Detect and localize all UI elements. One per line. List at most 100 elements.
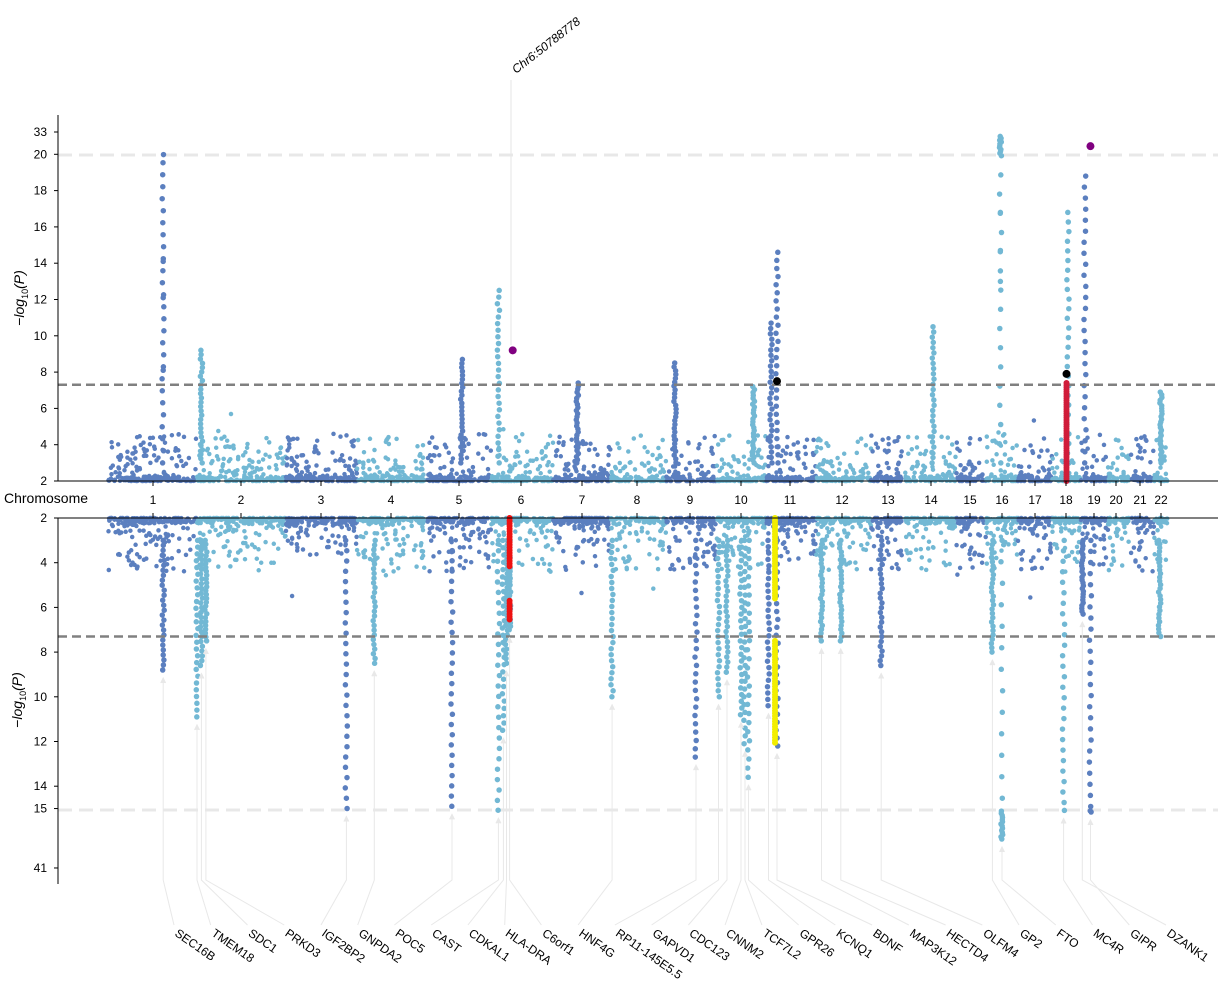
top-y-tick-label: 10 xyxy=(34,329,48,343)
bottom-peak-chr10-cdc123 xyxy=(723,537,731,675)
bottom-peak-chr16-fto xyxy=(998,537,1006,842)
gene-arrowhead xyxy=(160,676,167,684)
top-annotation: Chr6:50788778 xyxy=(509,14,583,345)
gene-arrowhead xyxy=(1060,817,1067,824)
chromosome-label-14: 14 xyxy=(924,493,938,507)
gene-label-gp2: GP2 xyxy=(1017,926,1045,951)
chromosome-label-19: 19 xyxy=(1087,493,1101,507)
top-peak-chr22 xyxy=(1157,389,1165,466)
top-y-tick-label: 14 xyxy=(34,256,48,270)
bottom-y-tick-label: 6 xyxy=(40,600,47,614)
annotation-label: Chr6:50788778 xyxy=(509,14,583,76)
gene-leader-poc5 xyxy=(394,814,453,926)
bottom-peak-chr22 xyxy=(1155,537,1164,640)
gene-leader-mc4r xyxy=(1063,818,1093,926)
top-y-tick-label: 20 xyxy=(34,147,48,161)
chromosome-label-17: 17 xyxy=(1028,493,1042,507)
top-highlight-point-2 xyxy=(1062,369,1071,378)
chromosome-labels: 1 2 3 4 5 6 7 8 9 10 11 12 13 14 15 16 17 18 19 20 21 22 xyxy=(150,481,1168,518)
bottom-points-chr8 xyxy=(608,515,669,591)
gene-arrowhead xyxy=(1087,818,1094,826)
gene-leader-tmem18 xyxy=(196,724,212,926)
chromosome-label-21: 21 xyxy=(1133,493,1147,507)
gene-label-sec16b: SEC16B xyxy=(172,926,218,964)
gene-leader-igf2bp2 xyxy=(320,816,347,926)
axes xyxy=(57,115,1218,884)
chromosome-label-6: 6 xyxy=(518,493,525,507)
gene-arrowhead xyxy=(774,752,780,760)
bottom-y-tick-label: 2 xyxy=(40,511,47,525)
chromosome-label-16: 16 xyxy=(995,493,1009,507)
top-points-chr16 xyxy=(984,430,1021,484)
gene-arrowhead xyxy=(495,817,502,824)
bottom-points-chr5 xyxy=(425,515,494,574)
top-peak-chr19 xyxy=(1081,173,1089,466)
bottom-points-chr3 xyxy=(283,515,360,599)
gene-leader-cnnm2 xyxy=(724,722,742,926)
gene-arrowhead xyxy=(738,721,744,728)
bottom-peak-chr2-tmem18 xyxy=(193,537,201,720)
bottom-peak-chr4-gnpda2 xyxy=(370,537,378,667)
top-points-chr13 xyxy=(868,433,904,484)
gene-label-gpr26: GPR26 xyxy=(797,926,838,960)
bottom-points-chr7 xyxy=(551,515,613,596)
gene-arrowhead xyxy=(198,672,205,679)
bottom-y-tick-label: 10 xyxy=(34,690,48,704)
top-points-chr3 xyxy=(283,431,360,484)
gene-leader-olfm4 xyxy=(880,673,983,926)
bottom-y-tick-label: 4 xyxy=(40,556,47,570)
gene-arrowhead xyxy=(878,672,885,679)
bottom-peak-chr19-gipr xyxy=(1086,537,1095,815)
gene-arrowhead xyxy=(715,703,722,711)
chromosome-label-11: 11 xyxy=(784,493,797,507)
bottom-peak-chr10-gapvd1 xyxy=(714,537,723,700)
chromosome-label-13: 13 xyxy=(881,493,895,507)
bottom-peak-chr3-igf2bp2 xyxy=(342,537,351,812)
top-peak-chr11 xyxy=(767,320,775,466)
gene-arrowhead xyxy=(449,813,455,820)
bottom-peak-chr13-olfm4 xyxy=(877,537,885,669)
points-layer xyxy=(106,133,1170,842)
bottom-peak-chr9-rp11-145e5-5 xyxy=(692,537,700,760)
top-y-tick-label: 2 xyxy=(40,474,47,488)
gene-leader-cast xyxy=(430,818,499,926)
top-highlight-point-0 xyxy=(508,346,517,355)
gene-label-prkd3: PRKD3 xyxy=(283,926,324,961)
tick-labels: 2 4 6 8 10 12 14 16 18 20 33 2 4 6 8 10 12 14 15 41 xyxy=(34,125,58,875)
gene-leader-bdnf xyxy=(776,754,873,926)
bottom-peak-chr12-map3k12 xyxy=(817,537,826,644)
bottom-points-chr9 xyxy=(664,515,718,572)
top-y-tick-label: 16 xyxy=(34,220,48,234)
bottom-y-tick-label: 15 xyxy=(34,802,48,816)
gene-label-kcnq1: KCNQ1 xyxy=(834,926,876,961)
chromosome-label-22: 22 xyxy=(1154,493,1168,507)
bottom-y-axis-label: −log10(P) xyxy=(9,672,28,728)
top-points-chr11 xyxy=(764,434,819,484)
top-points-chr4 xyxy=(354,434,427,484)
chromosome-label-4: 4 xyxy=(388,493,395,507)
gene-arrowhead xyxy=(202,647,209,655)
top-y-axis-label: −log10(P) xyxy=(11,270,30,326)
gene-leader-map3k12 xyxy=(821,648,910,926)
bottom-y-tick-label: 14 xyxy=(34,779,48,793)
gene-leader-c6orf1 xyxy=(509,637,542,926)
gene-label-hnf4g: HNF4G xyxy=(576,926,617,961)
gene-leader-kcnq1 xyxy=(768,713,836,926)
top-points-chr12 xyxy=(814,436,874,484)
top-peak-chr14 xyxy=(929,323,937,466)
x-axis-label: Chromosome xyxy=(4,490,88,506)
gene-arrowhead xyxy=(609,703,616,711)
chromosome-label-2: 2 xyxy=(238,493,245,507)
bottom-peak-chr11-kcnq1 xyxy=(764,537,773,709)
chromosome-label-10: 10 xyxy=(734,493,748,507)
bottom-peak-chr6-cdkal1 xyxy=(499,537,508,734)
gene-leader-prkd3 xyxy=(205,648,285,926)
gene-leader-hectd4 xyxy=(840,648,946,926)
top-peak-chr16 xyxy=(996,133,1005,466)
gene-arrowhead xyxy=(999,845,1005,853)
bottom-peak-chr1-sec16b xyxy=(159,537,167,673)
gene-leader-sdc1 xyxy=(200,673,248,926)
bottom-points-chr4 xyxy=(354,515,427,578)
top-points-chr7 xyxy=(551,434,613,484)
gene-label-fto: FTO xyxy=(1054,926,1082,951)
